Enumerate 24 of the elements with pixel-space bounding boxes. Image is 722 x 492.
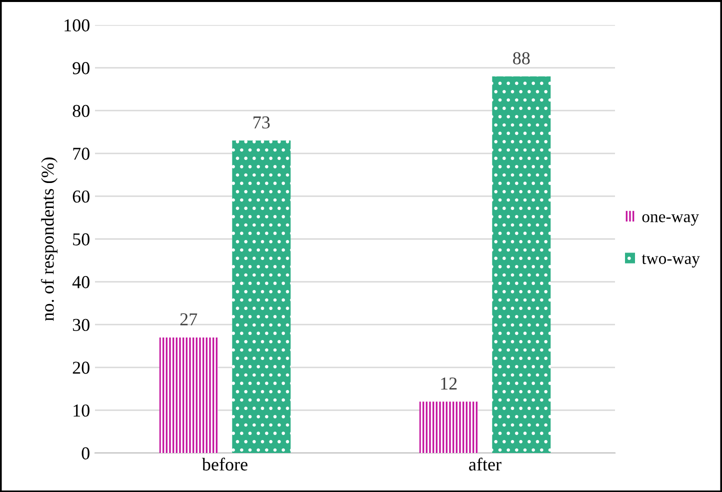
y-tick-label: 30 [72, 318, 90, 332]
x-tick-label: after [469, 458, 502, 471]
y-tick-label: 90 [72, 62, 90, 74]
data-label: 73 [254, 116, 270, 129]
y-tick-label: 80 [72, 104, 90, 118]
bar [232, 140, 291, 453]
data-label: 27 [180, 313, 198, 326]
y-tick-label: 0 [82, 447, 90, 460]
y-tick-label: 20 [72, 362, 90, 374]
y-tick-label: 50 [73, 233, 90, 246]
y-tick-label: 10 [74, 404, 90, 417]
data-label: 88 [513, 52, 530, 64]
legend-label: two-way [642, 254, 700, 268]
y-axis-title: no. of respondents (%) [40, 158, 58, 321]
y-tick-label: 40 [72, 276, 90, 288]
bar [159, 337, 218, 453]
legend-label: one-way [642, 214, 699, 226]
bar [492, 76, 551, 453]
y-tick-label: 100 [64, 19, 90, 32]
data-label: 12 [441, 378, 457, 390]
y-tick-label: 70 [73, 148, 90, 160]
x-tick-label: before [202, 458, 248, 471]
bar [419, 402, 478, 453]
y-tick-label: 60 [72, 190, 90, 203]
